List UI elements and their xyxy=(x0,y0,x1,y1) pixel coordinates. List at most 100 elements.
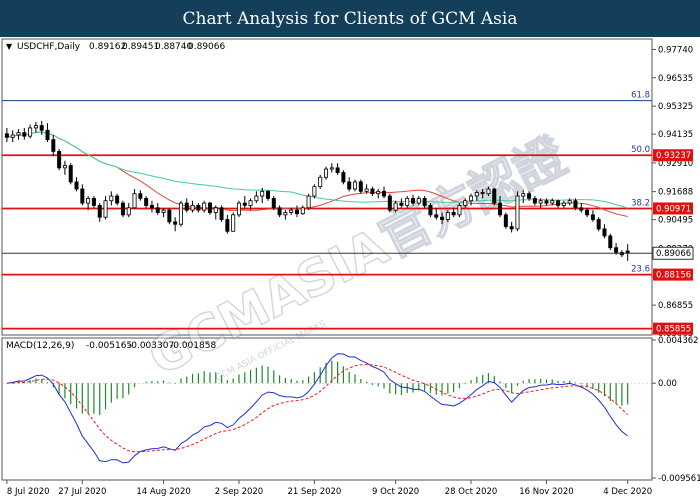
candle-body xyxy=(39,125,44,131)
candle-body xyxy=(440,216,445,220)
symbol-open: 0.89162 xyxy=(89,42,126,52)
price-tick-label: 0.92910 xyxy=(658,159,693,169)
candle-body xyxy=(167,209,172,223)
price-tick-label: 0.86855 xyxy=(658,301,693,311)
price-tags: 0.93237 0.90971 0.88156 0.85855 0.89066 xyxy=(652,149,694,335)
candle-body xyxy=(207,202,212,213)
candle-body xyxy=(550,200,555,204)
symbol-close: 0.89066 xyxy=(188,42,225,52)
price-tick-label: 0.94135 xyxy=(658,130,693,140)
fibonacci-levels: 61.8 50.0 38.2 23.6 xyxy=(2,91,652,330)
candle-body xyxy=(51,139,56,152)
candle-body xyxy=(335,167,340,173)
candle-body xyxy=(463,200,468,206)
price-panel-frame xyxy=(1,38,653,336)
macd-axis: 0.004362 0.00 -0.009561 xyxy=(652,336,700,484)
macd-value-2: -0.003307 xyxy=(128,341,174,351)
candle-body xyxy=(265,190,270,199)
candle-body xyxy=(178,202,183,225)
candle-body xyxy=(155,207,160,213)
candle-body xyxy=(231,214,236,232)
candle-body xyxy=(283,212,288,216)
candle-body xyxy=(370,188,375,195)
candle-body xyxy=(602,228,607,237)
candle-body xyxy=(341,172,346,183)
candle-body xyxy=(33,125,38,129)
candle-body xyxy=(364,188,369,192)
symbol-info: ▼ USDCHF,Daily 0.89162 0.89451 0.88740 0… xyxy=(6,42,225,52)
candle-body xyxy=(190,205,195,211)
candle-body xyxy=(469,195,474,202)
candle-body xyxy=(236,202,241,216)
candle-body xyxy=(184,202,189,211)
candle-body xyxy=(573,200,578,209)
fib-level-label: 61.8 xyxy=(631,91,650,101)
candle-body xyxy=(149,205,154,209)
candle-body xyxy=(225,219,230,232)
candle-body xyxy=(445,212,450,220)
candle-body xyxy=(120,202,125,216)
fib-price-tag xyxy=(653,268,693,281)
macd-tick-label: -0.009561 xyxy=(658,474,700,484)
candle-body xyxy=(353,181,358,190)
x-axis: 8 Jul 2020 27 Jul 2020 14 Aug 2020 2 Sep 20… xyxy=(6,480,652,497)
x-tick-label: 8 Jul 2020 xyxy=(7,487,50,497)
candle-body xyxy=(45,129,50,141)
candle-body xyxy=(202,202,207,211)
chart-title: Chart Analysis for Clients of GCM Asia xyxy=(0,0,700,37)
macd-histogram xyxy=(12,360,629,415)
candle-body xyxy=(358,181,363,192)
candle-body xyxy=(544,200,549,204)
price-tick-label: 0.91688 xyxy=(658,188,693,198)
candle-body xyxy=(10,134,15,138)
candle-body xyxy=(109,195,114,202)
candle-body xyxy=(498,202,503,216)
candle-body xyxy=(91,197,96,206)
fib-level-label: 50.0 xyxy=(631,145,650,155)
candle-body xyxy=(532,197,537,204)
candle-body xyxy=(422,197,427,206)
candle-body xyxy=(213,207,218,213)
candle-body xyxy=(219,207,224,220)
candlesticks xyxy=(4,120,630,261)
candle-body xyxy=(74,181,79,190)
candle-body xyxy=(68,165,73,183)
macd-value-3: -0.001858 xyxy=(170,341,216,351)
candle-body xyxy=(492,188,497,204)
candle-body xyxy=(596,219,601,230)
candle-body xyxy=(80,188,85,204)
candle-body xyxy=(590,214,595,220)
candle-body xyxy=(126,207,131,216)
candle-body xyxy=(324,168,328,178)
candle-body xyxy=(28,127,33,137)
fib-price-tag-label: 0.88156 xyxy=(656,271,691,281)
symbol-triangle-icon: ▼ xyxy=(6,42,13,51)
candle-body xyxy=(103,200,108,218)
moving-averages xyxy=(6,131,628,217)
x-tick-label: 14 Aug 2020 xyxy=(136,487,190,497)
chart-svg: GCMASIA官方認證 GCM ASIA OFFICIAL MARKS 61.8… xyxy=(1,38,700,497)
current-price-tag-label: 0.89066 xyxy=(656,249,691,259)
candle-body xyxy=(376,190,381,195)
candle-body xyxy=(387,195,392,211)
macd-signal-line xyxy=(6,363,629,453)
candle-body xyxy=(561,202,566,206)
fib-level-label: 38.2 xyxy=(631,198,650,208)
candle-body xyxy=(434,214,439,218)
fib-price-tag xyxy=(653,202,693,215)
candle-body xyxy=(329,167,334,170)
candle-body xyxy=(382,190,387,197)
candle-body xyxy=(393,202,398,211)
candle-body xyxy=(614,247,619,253)
candle-body xyxy=(411,197,416,204)
candle-body xyxy=(260,190,265,197)
candle-body xyxy=(509,226,514,230)
macd-tick-label: 0.004362 xyxy=(658,336,699,346)
candle-body xyxy=(300,207,305,215)
watermark: GCMASIA官方認證 GCM ASIA OFFICIAL MARKS xyxy=(139,126,577,388)
candle-body xyxy=(16,132,21,136)
candle-body xyxy=(503,214,508,227)
candle-body xyxy=(486,188,491,195)
candle-body xyxy=(312,186,317,197)
candle-body xyxy=(97,205,102,218)
